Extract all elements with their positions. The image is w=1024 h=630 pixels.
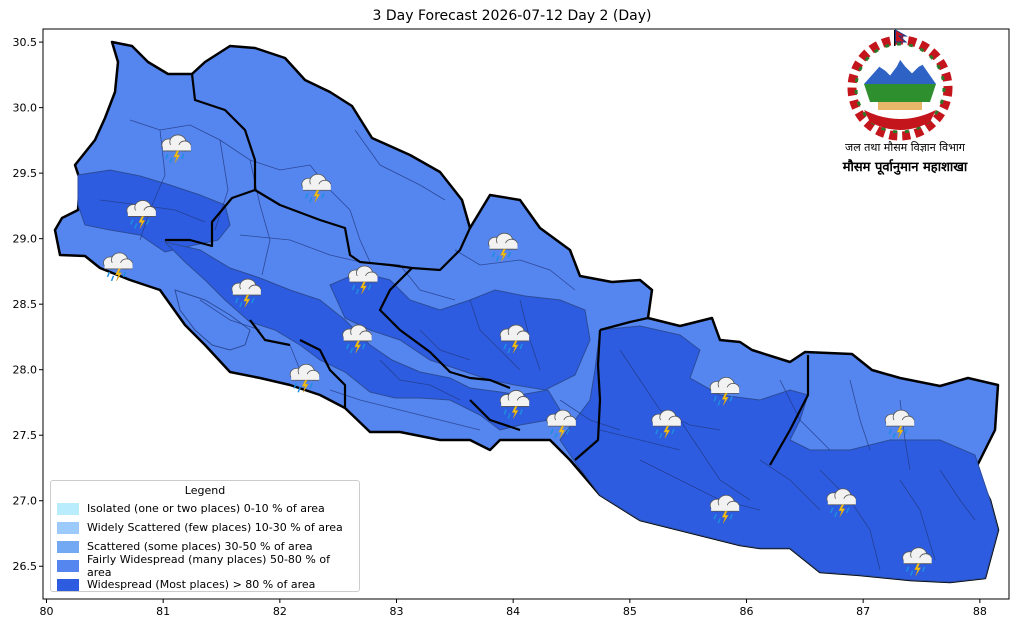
- x-tick-label: 85: [623, 605, 637, 618]
- thunderstorm-rain-icon: [902, 547, 933, 576]
- thunderstorm-rain-icon: [884, 409, 915, 439]
- government-emblem-icon: [847, 29, 953, 141]
- thunderstorm-rain-icon: [546, 409, 577, 439]
- legend-item: Widely Scattered (few places) 10-30 % of…: [57, 518, 353, 537]
- y-tick-label: 28.5: [13, 298, 38, 311]
- legend-swatch: [57, 521, 79, 534]
- thunderstorm-rain-icon: [342, 324, 373, 354]
- map-title: 3 Day Forecast 2026-07-12 Day 2 (Day): [372, 8, 652, 24]
- legend-swatch: [57, 559, 79, 572]
- legend: Legend Isolated (one or two places) 0-10…: [50, 480, 360, 592]
- thunderstorm-rain-icon: [103, 252, 133, 282]
- thunderstorm-rain-icon: [651, 409, 682, 439]
- x-axis: 80 81 82 83 84 85 86 87 88: [40, 599, 987, 618]
- thunderstorm-rain-icon: [126, 200, 157, 229]
- region-fairly-widespread-southwest-plain: [174, 289, 251, 351]
- legend-item: Scattered (some places) 30-50 % of area: [57, 537, 353, 556]
- legend-item: Widespread (Most places) > 80 % of area: [57, 575, 353, 594]
- y-tick-label: 30.5: [13, 36, 38, 49]
- y-tick-label: 30.0: [13, 102, 38, 115]
- y-tick-label: 27.0: [13, 495, 38, 508]
- region-widespread-east: [559, 325, 999, 583]
- y-tick-label: 28.0: [13, 364, 38, 377]
- legend-swatch: [57, 578, 79, 591]
- thunderstorm-rain-icon: [161, 134, 192, 164]
- thunderstorm-rain-icon: [488, 232, 518, 262]
- legend-label: Widespread (Most places) > 80 % of area: [87, 578, 316, 591]
- x-tick-label: 86: [740, 605, 754, 618]
- x-tick-label: 80: [40, 605, 54, 618]
- y-tick-label: 26.5: [13, 560, 38, 573]
- thunderstorm-rain-icon: [289, 363, 320, 393]
- x-tick-label: 84: [506, 605, 520, 618]
- thunderstorm-rain-icon: [301, 173, 332, 203]
- thunderstorm-rain-icon: [348, 265, 378, 295]
- thunderstorm-rain-icon: [709, 494, 740, 524]
- x-tick-label: 81: [156, 605, 170, 618]
- thunderstorm-rain-icon: [499, 324, 530, 354]
- thunderstorm-rain-icon: [231, 278, 262, 308]
- x-tick-label: 88: [973, 605, 987, 618]
- agency-department-name: जल तथा मौसम विज्ञान विभाग: [845, 141, 965, 154]
- legend-item: Isolated (one or two places) 0-10 % of a…: [57, 499, 353, 518]
- y-tick-label: 27.5: [13, 429, 38, 442]
- x-tick-label: 82: [273, 605, 287, 618]
- thunderstorm-rain-icon: [499, 390, 530, 419]
- thunderstorm-rain-icon: [826, 488, 857, 518]
- legend-title: Legend: [184, 484, 226, 497]
- x-tick-label: 87: [856, 605, 870, 618]
- legend-label: Isolated (one or two places) 0-10 % of a…: [87, 502, 325, 515]
- agency-block: जल तथा मौसम विज्ञान विभाग मौसम पूर्वानुम…: [800, 140, 1010, 175]
- legend-item: Fairly Widespread (many places) 50-80 % …: [57, 553, 353, 579]
- agency-division-name: मौसम पूर्वानुमान महाशाखा: [842, 160, 968, 175]
- y-tick-label: 29.5: [13, 167, 38, 180]
- legend-label: Scattered (some places) 30-50 % of area: [87, 540, 313, 553]
- legend-swatch: [57, 502, 79, 515]
- y-tick-label: 29.0: [13, 233, 38, 246]
- province-boundaries: [165, 73, 810, 466]
- thunderstorm-rain-icon: [709, 376, 740, 406]
- legend-label: Widely Scattered (few places) 10-30 % of…: [87, 521, 343, 534]
- region-widespread-central: [329, 271, 591, 391]
- legend-label: Fairly Widespread (many places) 50-80 % …: [87, 552, 330, 579]
- x-tick-label: 83: [390, 605, 404, 618]
- weather-icons: [103, 134, 933, 576]
- legend-swatch: [57, 540, 79, 553]
- y-axis: 26.5 27.0 27.5 28.0 28.5 29.0 29.5 30.0 30.5: [13, 36, 43, 573]
